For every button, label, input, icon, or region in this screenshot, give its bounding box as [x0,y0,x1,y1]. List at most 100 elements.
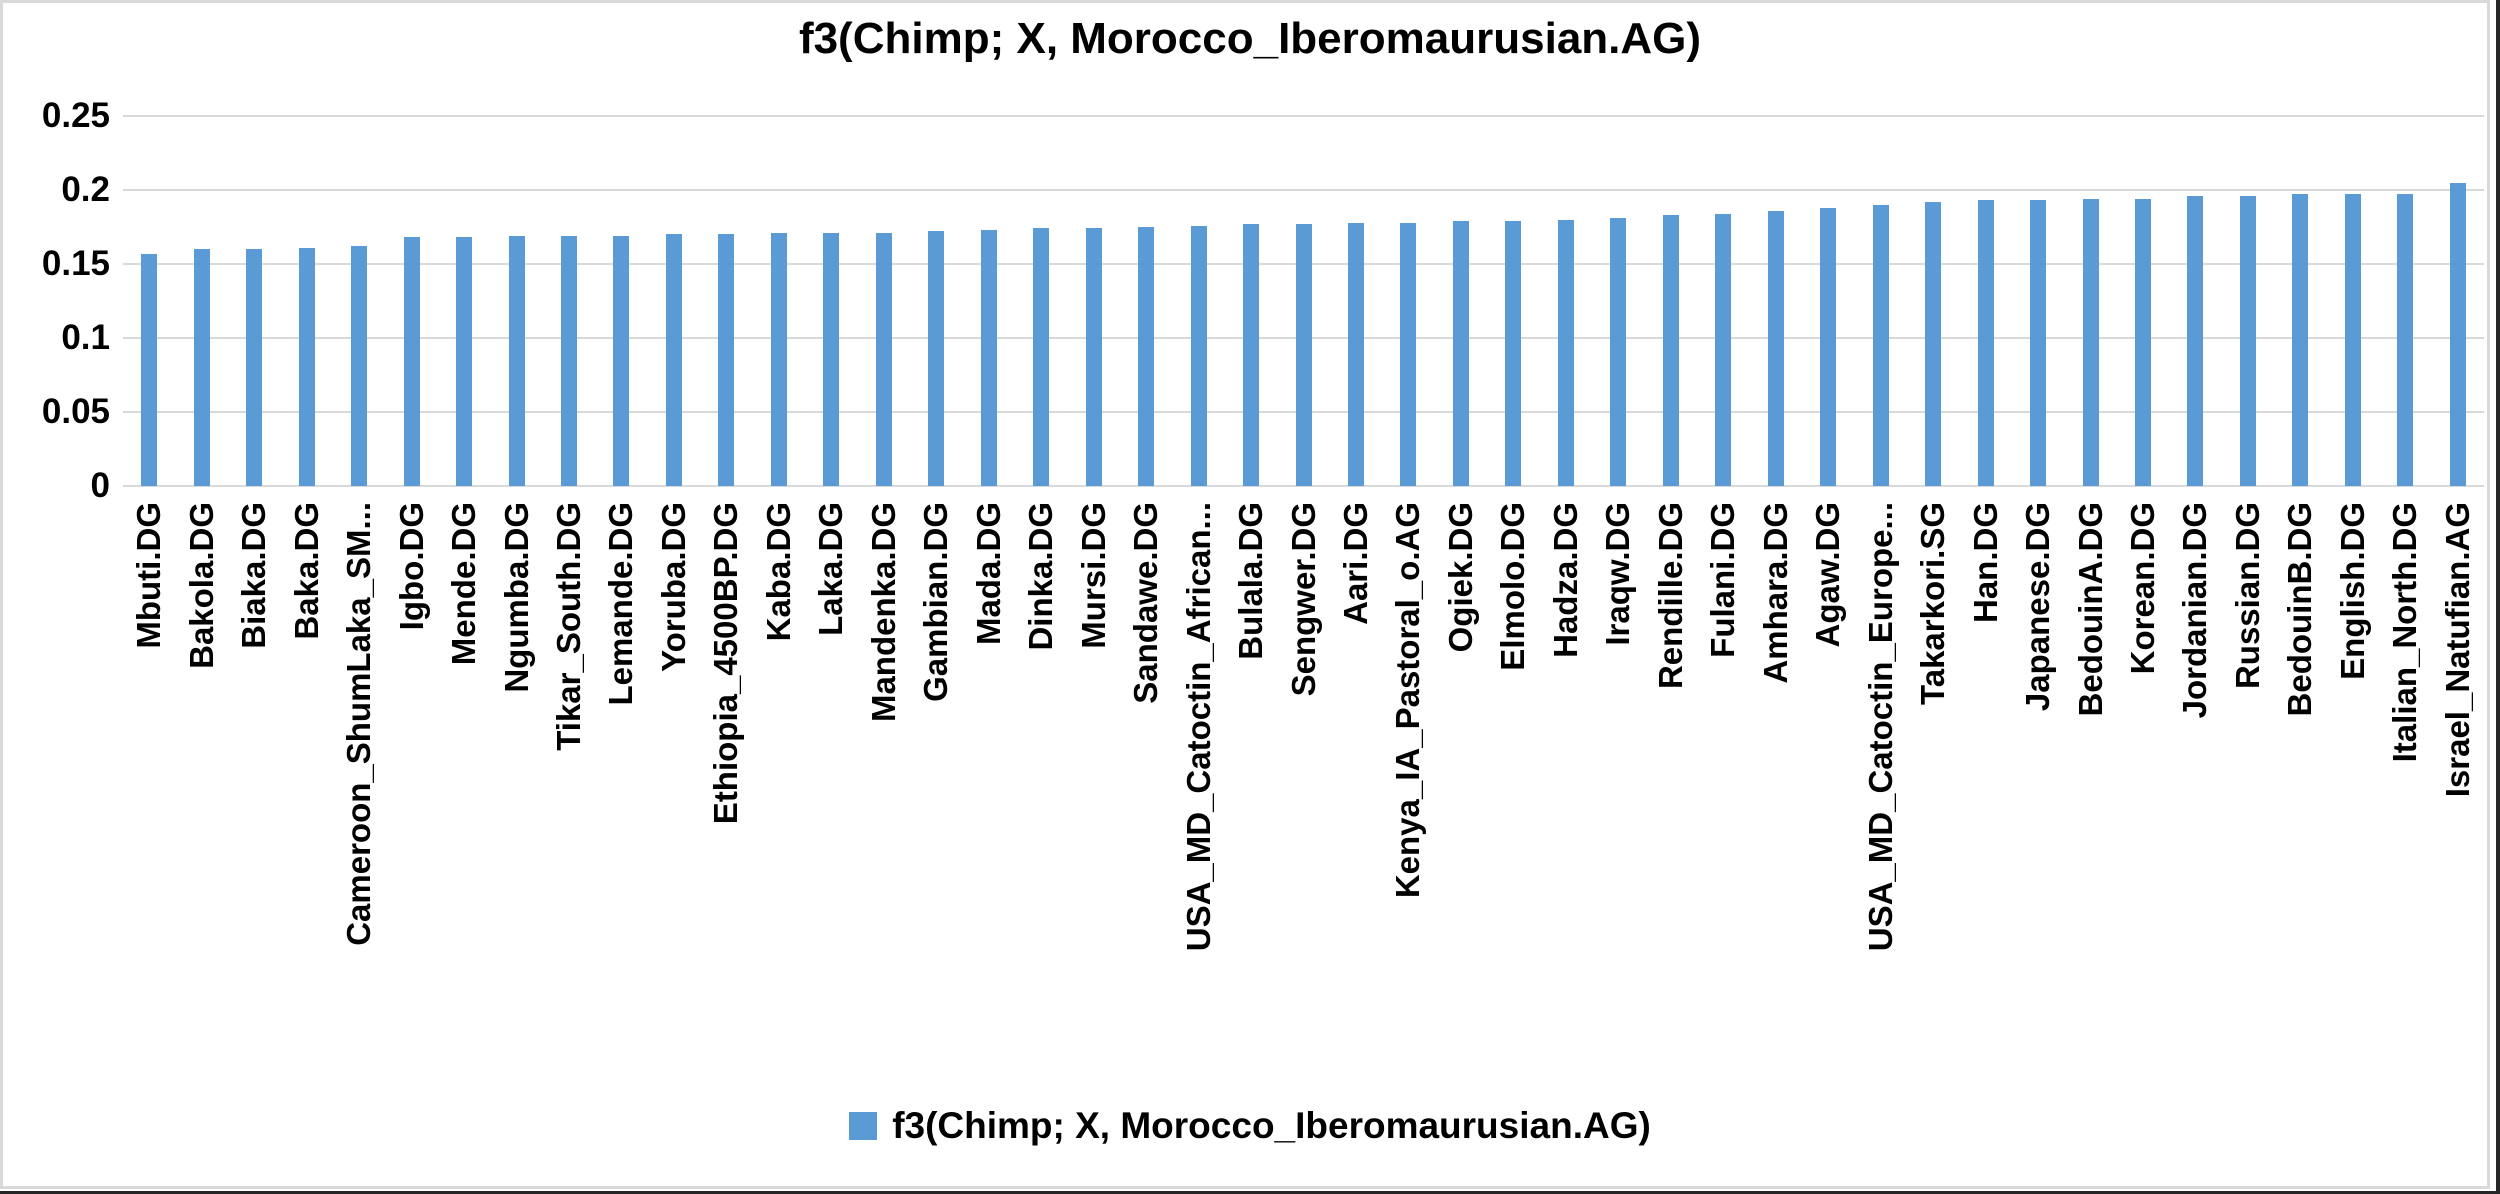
x-axis-label: Baka.DG [287,502,325,640]
x-axis-label: Lemande.DG [602,502,640,706]
x-axis-label: Mende.DG [445,502,483,666]
bar [875,232,892,486]
bar [2397,194,2414,486]
x-axis-label: Rendille.DG [1651,502,1689,690]
x-axis-label: English.DG [2333,502,2371,680]
bar [2082,198,2099,486]
x-axis-label: BedouinA.DG [2071,502,2109,717]
bar [298,247,315,486]
bar [1505,221,1522,486]
bar [770,232,787,486]
bar [1610,218,1627,486]
gridline [123,115,2484,117]
x-axis-label: Mandenka.DG [864,502,902,723]
x-axis-label: Mbuti.DG [130,502,168,649]
y-tick-label: 0.05 [41,392,110,431]
bar [928,231,945,486]
x-axis-label: Sandawe.DG [1127,502,1165,704]
bar [980,229,997,486]
legend-label: f3(Chimp; X, Morocco_Iberomaurusian.AG) [892,1105,1651,1146]
x-axis-label: Iraqw.DG [1599,502,1637,646]
bar [1872,204,1889,486]
x-axis-label: Kaba.DG [759,502,797,642]
x-axis-labels: Mbuti.DG Bakola.DG Biaka.DG Baka.DG Cameroon… [123,502,2484,1102]
y-tick-label: 0.1 [61,318,110,357]
x-axis-label: Russian.DG [2228,502,2266,690]
x-axis-label: Laka.DG [812,502,850,636]
x-axis-label: USA_MD_Catoctin_Europe... [1861,502,1899,952]
x-axis-label: Mada.DG [969,502,1007,646]
x-axis-label: Biaka.DG [235,502,273,649]
bar [613,235,630,486]
x-axis-label: Ethiopia_4500BP.DG [707,502,745,825]
x-axis-label: Aari.DG [1336,502,1374,625]
bar [1138,227,1155,486]
bar [2449,182,2466,486]
bar [1767,210,1784,486]
bar [1662,215,1679,486]
gridline [123,189,2484,191]
bar [2239,195,2256,486]
bar [1347,222,1364,486]
x-axis-label: Dinka.DG [1022,502,1060,651]
bar [1715,213,1732,486]
x-axis-label: Elmolo.DG [1494,502,1532,671]
x-axis-label: Han.DG [1966,502,2004,624]
x-axis-label: Agaw.DG [1809,502,1847,648]
x-axis-label: Kenya_IA_Pastoral_o.AG [1389,502,1427,899]
legend: f3(Chimp; X, Morocco_Iberomaurusian.AG) [0,1098,2500,1154]
legend-color-swatch [849,1112,878,1140]
bar [2030,200,2047,486]
bar [2344,194,2361,486]
x-axis-label: Israel_Natufian.AG [2438,502,2476,798]
y-tick-label: 0.2 [61,170,110,209]
bar [1400,222,1417,486]
bar [1977,200,1994,486]
x-axis-label: Fulani.DG [1704,502,1742,658]
x-axis-label: Yoruba.DG [654,502,692,672]
bar [1452,221,1469,486]
bar [823,232,840,486]
x-axis-label: Ogiek.DG [1441,502,1479,653]
bar [508,235,525,486]
bar [193,249,210,486]
x-axis-label: Sengwer.DG [1284,502,1322,697]
x-axis-label: Mursi.DG [1074,502,1112,649]
x-axis-label: Gambian.DG [917,502,955,702]
bar [246,249,263,486]
x-axis-label: Korean.DG [2123,502,2161,675]
y-tick-label: 0.15 [41,244,110,283]
x-axis-label: Japanese.DG [2019,502,2057,712]
y-axis-tick-labels: 0 0.05 0.1 0.15 0.2 0.25 [20,0,110,1194]
x-axis-label: Bakola.DG [182,502,220,669]
chart-title: f3(Chimp; X, Morocco_Iberomaurusian.AG) [798,14,1702,63]
x-axis-label: USA_MD_Catoctin_African... [1179,502,1217,952]
x-axis-label: Amhara.DG [1756,502,1794,684]
bar [1820,207,1837,486]
x-axis-label: Ngumba.DG [497,502,535,693]
bar [1557,219,1574,486]
gridline [123,485,2484,487]
bar [1033,228,1050,486]
plot-area [123,115,2484,487]
x-axis-label: Italian_North.DG [2386,502,2424,763]
x-axis-label: Jordanian.DG [2176,502,2214,719]
bar [665,234,682,486]
bar [1190,225,1207,486]
bar [456,237,473,486]
bar [1085,228,1102,486]
x-axis-label: Bulala.DG [1232,502,1270,660]
y-tick-label: 0.25 [41,96,110,135]
bar [141,253,158,486]
x-axis-label: Hadza.DG [1546,502,1584,658]
y-tick-label: 0 [90,466,110,505]
bar [1925,201,1942,486]
x-axis-label: Igbo.DG [392,502,430,631]
x-axis-label: Takarkori.SG [1914,502,1952,705]
bar [351,246,368,486]
bar [560,235,577,486]
x-axis-label: Cameroon_ShumLaka_SM... [340,502,378,946]
bar [1295,224,1312,486]
x-axis-label: Tikar_South.DG [549,502,587,751]
bar [1243,224,1260,486]
